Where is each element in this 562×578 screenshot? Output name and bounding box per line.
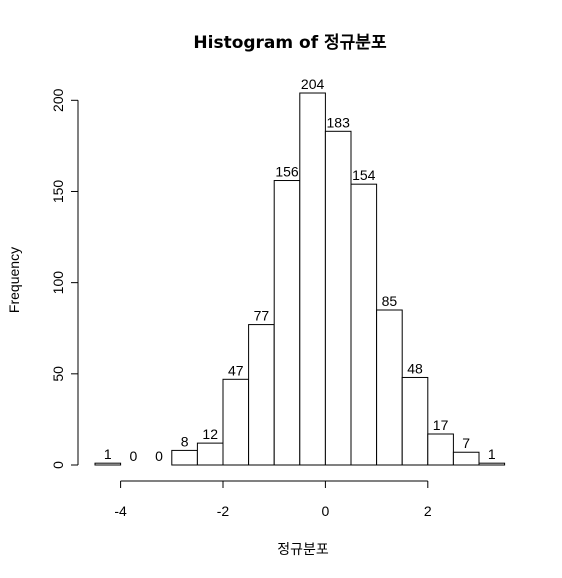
chart-title: Histogram of 정규분포 xyxy=(193,33,387,53)
y-tick-label: 0 xyxy=(50,461,66,469)
bar-count-label: 77 xyxy=(254,308,270,324)
bar-count-label: 17 xyxy=(433,417,449,433)
histogram-bar xyxy=(248,324,275,466)
bar-count-label: 0 xyxy=(130,448,138,464)
y-tick-label: 200 xyxy=(50,88,66,112)
histogram-bar xyxy=(171,449,198,466)
bars-group xyxy=(94,92,506,466)
x-axis-label: 정규분포 xyxy=(277,541,329,557)
bar-count-label: 7 xyxy=(462,435,470,451)
bar-count-label: 204 xyxy=(301,76,325,92)
bar-count-label: 183 xyxy=(327,114,351,130)
bar-count-label: 156 xyxy=(275,164,299,180)
histogram-bar xyxy=(401,376,429,466)
x-tick-label: -4 xyxy=(114,503,127,519)
bar-count-label: 1 xyxy=(104,446,112,462)
y-axis-label: Frequency xyxy=(6,247,22,313)
bar-count-label: 1 xyxy=(488,446,496,462)
y-tick-label: 150 xyxy=(50,180,66,204)
histogram-bar xyxy=(350,183,378,466)
histogram-bar xyxy=(376,309,403,466)
bar-count-label: 48 xyxy=(407,360,423,376)
histogram-bar xyxy=(324,130,352,466)
bar-count-label: 47 xyxy=(228,362,244,378)
bar-count-label: 0 xyxy=(155,448,163,464)
y-tick-label: 50 xyxy=(50,366,66,382)
histogram-bar xyxy=(299,92,326,466)
y-tick-label: 100 xyxy=(50,271,66,295)
x-tick-label: 0 xyxy=(322,503,330,519)
histogram-bar xyxy=(222,378,250,466)
histogram-bar xyxy=(478,462,506,466)
x-axis: -4 -2 0 2 xyxy=(114,480,432,519)
histogram-bar xyxy=(94,462,122,466)
bar-labels-group: 1 0 0 8 12 47 77 156 204 183 154 85 48 17 7 1 xyxy=(104,76,496,464)
x-tick-label: -2 xyxy=(217,503,230,519)
bar-count-label: 12 xyxy=(202,426,218,442)
histogram-bar xyxy=(427,433,454,466)
y-axis: 0 50 100 150 200 xyxy=(50,88,79,469)
bar-count-label: 85 xyxy=(382,293,398,309)
bar-count-label: 154 xyxy=(352,167,376,183)
histogram-bar xyxy=(273,180,301,466)
x-tick-label: 2 xyxy=(424,503,432,519)
histogram-bar xyxy=(196,442,224,466)
bar-count-label: 8 xyxy=(181,433,189,449)
histogram-bar xyxy=(452,451,480,466)
